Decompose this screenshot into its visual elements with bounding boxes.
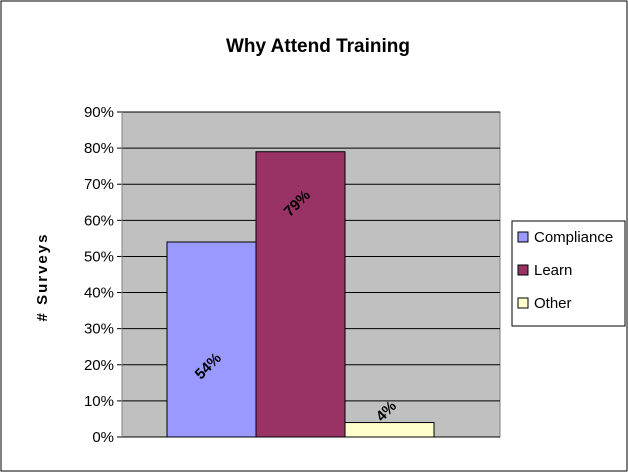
bars xyxy=(166,151,435,438)
y-tick-label: 90% xyxy=(84,104,114,121)
legend-swatch-other xyxy=(517,297,529,309)
legend-label-learn: Learn xyxy=(534,262,572,279)
legend-label-compliance: Compliance xyxy=(534,229,613,246)
y-tick-label: 30% xyxy=(84,321,114,338)
legend: Compliance Learn Other xyxy=(511,220,626,327)
y-tick-label: 10% xyxy=(84,393,114,410)
legend-swatch-compliance xyxy=(517,231,529,243)
chart-title: Why Attend Training xyxy=(226,36,410,57)
y-axis-label: # Surveys xyxy=(34,233,51,322)
bar-other xyxy=(344,422,435,438)
y-tick-label: 60% xyxy=(84,212,114,229)
bar-compliance xyxy=(166,241,257,438)
y-tick-label: 80% xyxy=(84,140,114,157)
y-axis-ticks: 0% 10% 20% 30% 40% 50% 60% 70% 80% 90% xyxy=(84,104,122,446)
y-tick-label: 50% xyxy=(84,248,114,265)
legend-box xyxy=(511,220,626,327)
bar-learn xyxy=(255,151,346,438)
y-tick-label: 40% xyxy=(84,285,114,302)
legend-swatch-learn xyxy=(517,264,529,276)
legend-label-other: Other xyxy=(534,295,572,312)
y-tick-label: 0% xyxy=(92,429,114,446)
y-tick-label: 20% xyxy=(84,357,114,374)
y-tick-label: 70% xyxy=(84,176,114,193)
